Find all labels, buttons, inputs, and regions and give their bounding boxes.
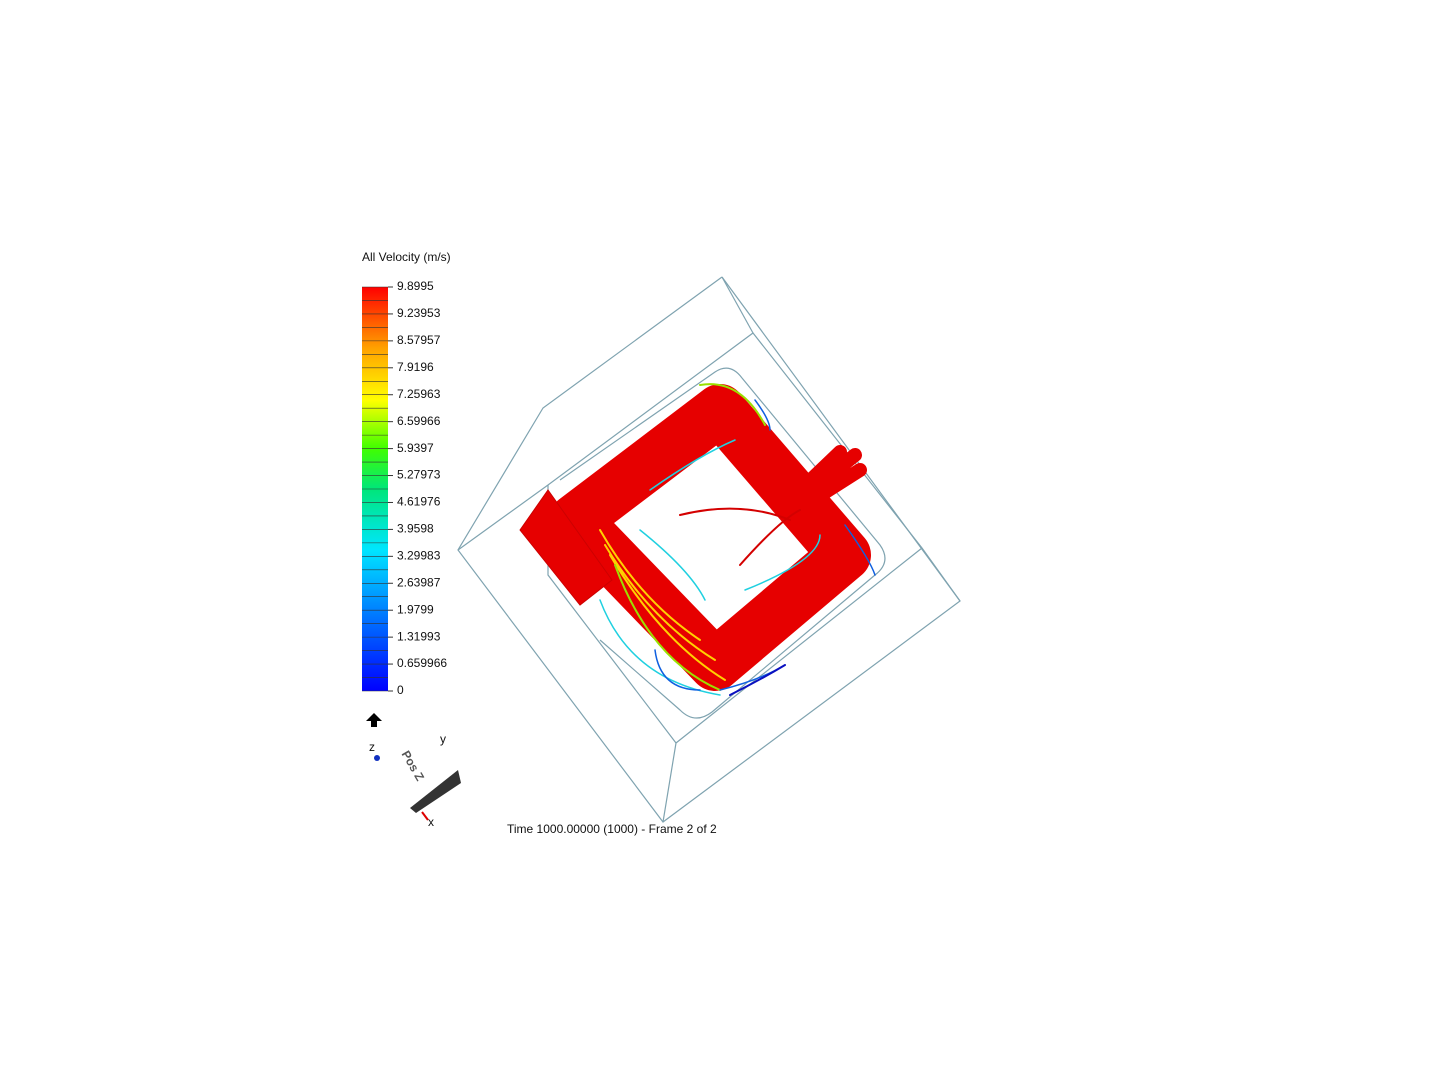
tick-label: 4.61976 <box>397 495 441 509</box>
view-label: Pos Z <box>399 748 427 783</box>
colorbar-bands <box>362 286 388 692</box>
domain-wireframe <box>457 276 961 823</box>
tick-label: 6.59966 <box>397 414 441 428</box>
colorbar-labels: 9.8995 9.23953 8.57957 7.9196 7.25963 6.59966… <box>388 279 447 697</box>
tick-label: 9.8995 <box>397 279 434 293</box>
tick-label: 9.23953 <box>397 306 441 320</box>
frame-status: Time 1000.00000 (1000) - Frame 2 of 2 <box>507 822 717 836</box>
tick-label: 2.63987 <box>397 575 441 589</box>
tick-label: 5.9397 <box>397 441 434 455</box>
tick-label: 3.9598 <box>397 522 434 536</box>
tick-label: 0.659966 <box>397 656 447 670</box>
tick-label: 0 <box>397 683 404 697</box>
legend-title: All Velocity (m/s) <box>362 250 451 264</box>
tick-label: 7.9196 <box>397 360 434 374</box>
tick-label: 3.29983 <box>397 549 441 563</box>
axis-z: z <box>369 740 375 754</box>
axis-y: y <box>440 732 446 746</box>
tick-label: 1.31993 <box>397 629 441 643</box>
tick-label: 7.25963 <box>397 387 441 401</box>
axis-x: x <box>428 815 434 829</box>
tick-label: 5.27973 <box>397 468 441 482</box>
view-triad: z y Pos Z x <box>366 713 461 829</box>
tick-label: 1.9799 <box>397 602 434 616</box>
streamlines <box>519 383 876 696</box>
tick-label: 8.57957 <box>397 333 441 347</box>
